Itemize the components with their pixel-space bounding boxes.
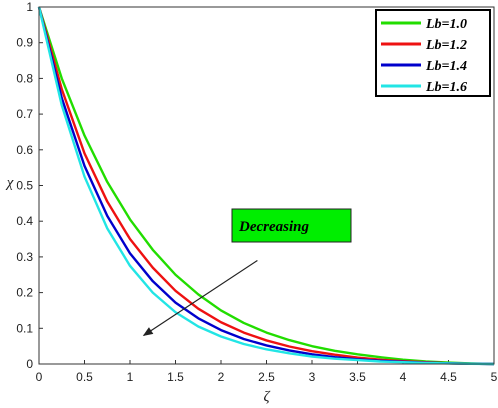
- y-tick-label: 0.7: [16, 107, 33, 121]
- y-tick-label: 0: [26, 357, 33, 371]
- y-tick-label: 0.9: [16, 36, 33, 50]
- x-tick-label: 4.5: [440, 370, 457, 384]
- annotation-box: [231, 208, 352, 243]
- x-tick-label: 1: [127, 370, 134, 384]
- x-tick-label: 3: [309, 370, 316, 384]
- y-tick-label: 0.8: [16, 71, 33, 85]
- y-axis-label: χ: [5, 175, 14, 191]
- legend-label: Lb=1.4: [425, 59, 467, 74]
- legend-label: Lb=1.2: [425, 38, 467, 53]
- plot-frame: [38, 6, 495, 365]
- y-tick-label: 0.6: [16, 143, 33, 157]
- legend: Lb=1.0 Lb=1.2 Lb=1.4 Lb=1.6: [375, 9, 491, 97]
- x-tick-label: 0.5: [76, 370, 93, 384]
- y-axis-ticks: 0 0.1 0.2 0.3 0.4 0.5 0.6 0.7 0.8 0.9 1: [16, 0, 43, 371]
- y-tick-label: 0.4: [16, 214, 33, 228]
- x-tick-label: 2.5: [258, 370, 275, 384]
- series-line-4: [37, 6, 495, 366]
- x-tick-label: 1.5: [167, 370, 184, 384]
- x-axis-label: ζ: [263, 389, 270, 405]
- legend-entries: Lb=1.0 Lb=1.2 Lb=1.4 Lb=1.6: [381, 17, 467, 95]
- annotation: Decreasing: [142, 208, 352, 336]
- x-tick-label: 0: [36, 370, 43, 384]
- x-tick-label: 2: [218, 370, 225, 384]
- x-axis-ticks: 0 0.5 1 1.5 2 2.5 3 3.5 4 4.5 5: [36, 360, 498, 384]
- x-tick-label: 3.5: [349, 370, 366, 384]
- series-layer: [37, 6, 495, 366]
- y-tick-label: 0.1: [16, 321, 33, 335]
- legend-label: Lb=1.6: [425, 80, 467, 95]
- annotation-text: Decreasing: [238, 219, 309, 235]
- x-tick-label: 4: [400, 370, 407, 384]
- legend-label: Lb=1.0: [425, 17, 467, 32]
- y-tick-label: 0.3: [16, 250, 33, 264]
- y-tick-label: 0.2: [16, 286, 33, 300]
- y-tick-label: 1: [26, 0, 33, 14]
- annotation-arrow: [142, 259, 258, 336]
- y-tick-label: 0.5: [16, 179, 33, 193]
- x-tick-label: 5: [491, 370, 498, 384]
